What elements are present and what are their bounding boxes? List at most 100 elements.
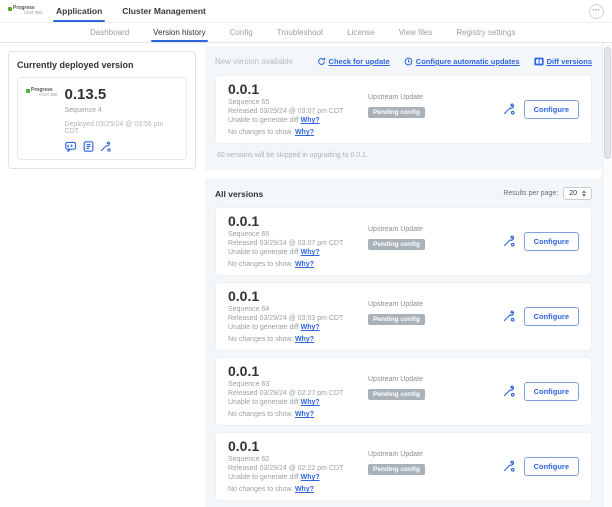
wrench-icon[interactable] [503,235,515,247]
deployed-logo-line1: Progress [31,87,53,93]
results-per-page-label: Results per page: [503,190,559,197]
diff-why-link[interactable]: Why? [300,324,320,331]
select-spinner-icon [582,190,586,197]
subnav-item-troubleshoot[interactable]: Troubleshoot [276,28,324,37]
subnav-item-view-files[interactable]: View files [398,28,433,37]
check-for-update-label: Check for update [328,57,390,66]
changes-why-link[interactable]: Why? [294,411,314,418]
subnav-item-license[interactable]: License [347,28,375,37]
release-notes-icon[interactable] [64,141,77,152]
version-sequence: Sequence 64 [228,306,270,313]
app-logo: Progress Chef 360 [8,5,42,16]
version-card: 0.0.1 Sequence 63 Released 03/29/24 @ 02… [215,357,592,426]
diff-why-link[interactable]: Why? [300,117,320,124]
status-badge: Pending config [368,107,425,118]
skipped-versions-notice: 60 versions will be skipped in upgrading… [217,152,368,159]
new-version-card: 0.0.1 Sequence 65 Released 03/29/24 @ 03… [215,75,592,144]
diff-why-link[interactable]: Why? [300,474,320,481]
wrench-icon[interactable] [503,460,515,472]
configure-button[interactable]: Configure [523,306,579,326]
version-changes-status: No changes to show. Why? [228,129,314,136]
status-badge: Pending config [368,314,425,325]
deployed-card-title: Currently deployed version [17,60,134,70]
changes-why-link[interactable]: Why? [294,486,314,493]
ellipsis-icon: ••• [592,8,601,14]
scrollbar-thumb[interactable] [604,47,611,159]
version-released: Released 03/29/24 @ 02:22 pm CDT [228,465,344,472]
auto-update-clock-icon [404,57,413,66]
version-released: Released 03/29/24 @ 03:07 pm CDT [228,240,344,247]
version-number: 0.0.1 [228,81,260,97]
diff-why-link[interactable]: Why? [300,399,320,406]
version-sequence: Sequence 63 [228,381,270,388]
subnav-item-dashboard[interactable]: Dashboard [90,28,130,37]
status-badge: Pending config [368,464,425,475]
brand-green-mark-icon [8,6,12,11]
changes-why-link[interactable]: Why? [294,129,314,136]
results-per-page-value: 20 [569,190,577,197]
check-for-update-link[interactable]: Check for update [317,57,390,66]
version-changes-status: No changes to show. Why? [228,486,314,493]
subnav-item-config[interactable]: Config [229,28,253,37]
wrench-icon[interactable] [503,385,515,397]
configure-button[interactable]: Configure [523,99,579,119]
new-version-section: New version available Check for update C… [205,46,602,170]
version-released: Released 03/29/24 @ 02:27 pm CDT [228,390,344,397]
wrench-icon[interactable] [100,141,111,152]
changes-why-link[interactable]: Why? [294,336,314,343]
main-content: Currently deployed version Progress Chef… [0,43,612,507]
version-changes-status: No changes to show. Why? [228,411,314,418]
section-gap [205,170,602,178]
tab-application[interactable]: Application [52,0,106,22]
configure-automatic-updates-label: Configure automatic updates [415,57,520,66]
config-yaml-icon[interactable] [83,141,94,152]
version-source: Upstream Update [368,94,423,101]
subnav-item-registry-settings[interactable]: Registry settings [456,28,516,37]
subnav-item-version-history[interactable]: Version history [151,23,209,42]
version-diff-status: Unable to generate diff Why? [228,474,320,481]
version-diff-status: Unable to generate diff Why? [228,249,320,256]
deployed-app-logo: Progress Chef 360 [26,86,58,152]
version-list: 0.0.1 Sequence 65 Released 03/29/24 @ 03… [215,207,592,501]
version-number: 0.0.1 [228,213,260,229]
configure-automatic-updates-link[interactable]: Configure automatic updates [404,57,520,66]
top-tabs: Application Cluster Management [52,0,206,22]
vertical-scrollbar [602,43,612,507]
new-version-label: New version available [215,57,293,66]
status-badge: Pending config [368,239,425,250]
app-subnav: Dashboard Version history Config Trouble… [0,22,612,43]
ellipsis-menu-button[interactable]: ••• [589,3,604,19]
tab-cluster-management[interactable]: Cluster Management [122,6,206,16]
wrench-icon[interactable] [503,310,515,322]
all-versions-title: All versions [215,188,264,199]
deployed-timestamp: Deployed 03/25/24 @ 03:56 pm CDT [64,121,164,135]
changes-why-link[interactable]: Why? [294,261,314,268]
status-badge: Pending config [368,389,425,400]
currently-deployed-card: Currently deployed version Progress Chef… [8,51,196,169]
logo-line1: Progress [13,5,35,12]
version-diff-status: Unable to generate diff Why? [228,399,320,406]
diff-columns-icon [533,57,544,66]
version-number: 0.0.1 [228,363,260,379]
top-bar: Progress Chef 360 Application Cluster Ma… [0,0,612,22]
version-changes-status: No changes to show. Why? [228,336,314,343]
deployed-version-panel: Currently deployed version Progress Chef… [0,43,205,507]
results-per-page-select[interactable]: 20 [563,187,592,200]
configure-button[interactable]: Configure [523,381,579,401]
version-card: 0.0.1 Sequence 65 Released 03/29/24 @ 03… [215,207,592,276]
configure-button[interactable]: Configure [523,231,579,251]
version-source: Upstream Update [368,451,423,458]
version-changes-status: No changes to show. Why? [228,261,314,268]
diff-why-link[interactable]: Why? [300,249,320,256]
version-diff-status: Unable to generate diff Why? [228,117,320,124]
configure-button[interactable]: Configure [523,456,579,476]
diff-versions-label: Diff versions [546,57,592,66]
deployed-logo-line2: Chef 360 [39,92,58,98]
version-history-panel: New version available Check for update C… [205,43,602,507]
version-source: Upstream Update [368,301,423,308]
all-versions-section: All versions Results per page: 20 0.0.1 … [205,178,602,507]
deployed-version-box: Progress Chef 360 0.13.5 Sequence 4 Depl… [17,77,187,160]
diff-versions-link[interactable]: Diff versions [533,57,592,66]
version-sequence: Sequence 65 [228,231,270,238]
wrench-icon[interactable] [503,103,515,115]
